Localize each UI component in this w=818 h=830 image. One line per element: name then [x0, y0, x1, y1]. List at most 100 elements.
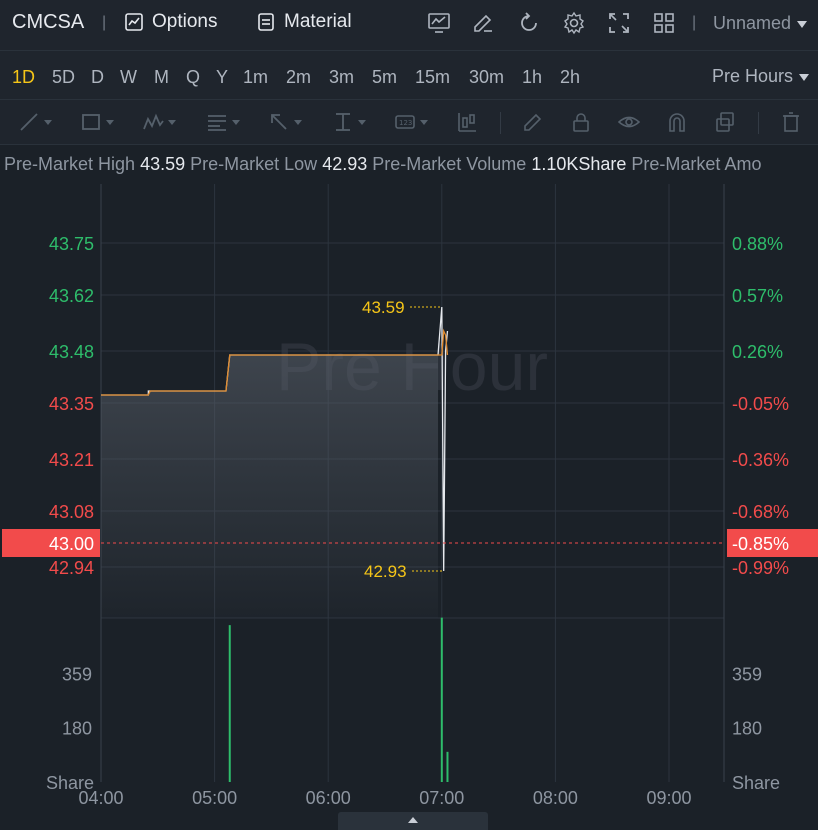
reference-percent-badge	[727, 529, 818, 557]
time-tick-label: 06:00	[306, 788, 351, 808]
material-icon	[258, 13, 274, 31]
divider: |	[102, 14, 107, 31]
volume-unit-label: Share	[46, 773, 94, 793]
reference-price-label: 43.00	[49, 534, 94, 554]
draw-icon[interactable]	[471, 11, 495, 35]
percent-tick-label: -0.68%	[732, 502, 789, 522]
premarket-high-label: Pre-Market High	[4, 154, 136, 174]
session-label: Pre Hours	[712, 66, 794, 86]
price-area-fill	[101, 355, 439, 618]
clone-icon[interactable]	[714, 110, 750, 134]
svg-text:123: 123	[399, 119, 412, 127]
divider	[758, 112, 759, 134]
top-toolbar: CMCSA | Options Material | Unnamed	[0, 0, 818, 51]
interval-30m[interactable]: 30m	[469, 67, 505, 87]
percent-tick-label: 0.57%	[732, 286, 783, 306]
drawing-toolbar: 123	[0, 100, 818, 145]
interval-1h[interactable]: 1h	[522, 67, 543, 87]
reference-percent-label: -0.85%	[732, 534, 789, 554]
options-button[interactable]: Options	[124, 11, 217, 33]
interval-5d[interactable]: 5D	[52, 67, 76, 87]
percent-tick-label: -0.05%	[732, 394, 789, 414]
interval-w[interactable]: W	[120, 67, 137, 87]
pencil-icon[interactable]	[522, 110, 558, 134]
avg-price-line	[101, 328, 449, 396]
interval-1m[interactable]: 1m	[243, 67, 269, 87]
volume-pane: 359 359 180 180 Share Share	[46, 617, 780, 793]
price-tick-label: 43.21	[49, 450, 94, 470]
percent-tick-label: -0.36%	[732, 450, 789, 470]
interval-q[interactable]: Q	[186, 67, 201, 87]
material-button[interactable]: Material	[256, 11, 352, 33]
material-label: Material	[284, 11, 352, 32]
price-lines: 43.59 42.93	[101, 298, 724, 581]
time-tick-label: 04:00	[78, 788, 123, 808]
premarket-amount-label: Pre-Market Amo	[631, 154, 762, 174]
price-tick-label: 43.35	[49, 394, 94, 414]
time-tick-label: 05:00	[192, 788, 237, 808]
divider: |	[692, 14, 697, 31]
interval-2h[interactable]: 2h	[560, 67, 581, 87]
fullscreen-icon[interactable]	[607, 11, 631, 35]
chart-template-icon[interactable]	[427, 11, 451, 35]
pattern-icon[interactable]	[142, 110, 178, 134]
reference-price-badge	[2, 529, 100, 557]
interval-5m[interactable]: 5m	[372, 67, 398, 87]
magnet-icon[interactable]	[666, 110, 702, 134]
arrow-icon[interactable]	[268, 110, 304, 134]
layout-name-dropdown[interactable]: Unnamed	[713, 13, 808, 34]
interval-m[interactable]: M	[154, 67, 169, 87]
interval-1d[interactable]: 1D	[12, 67, 36, 87]
candle-tool-icon[interactable]	[456, 110, 492, 134]
high-marker-label: 43.59	[362, 298, 405, 317]
layout-name: Unnamed	[713, 13, 792, 33]
chevron-down-icon	[799, 73, 810, 81]
options-label: Options	[152, 11, 218, 32]
volume-tick-label: 359	[62, 665, 92, 685]
percent-tick-label: 0.88%	[732, 234, 783, 254]
refresh-icon[interactable]	[517, 11, 541, 35]
premarket-high-value: 43.59	[140, 154, 186, 174]
price-tick-label: 43.75	[49, 234, 94, 254]
percent-tick-label: -0.99%	[732, 558, 789, 578]
text-note-icon[interactable]: 123	[394, 110, 430, 134]
price-area	[101, 355, 439, 618]
interval-bar: 1D 5D D W M Q Y 1m 2m 3m 5m 15m 30m 1h 2…	[0, 51, 818, 100]
measure-icon[interactable]	[332, 110, 368, 134]
interval-2m[interactable]: 2m	[286, 67, 312, 87]
chevron-down-icon	[797, 20, 808, 28]
interval-d[interactable]: D	[91, 67, 104, 87]
low-marker-label: 42.93	[364, 562, 407, 581]
price-tick-label: 42.94	[49, 558, 94, 578]
rectangle-icon[interactable]	[80, 110, 116, 134]
interval-y[interactable]: Y	[216, 67, 229, 87]
fib-icon[interactable]	[206, 110, 242, 134]
time-tick-label: 08:00	[533, 788, 578, 808]
premarket-volume-value: 1.10KShare	[531, 154, 627, 174]
grid-layout-icon[interactable]	[652, 11, 676, 35]
pane-resize-handle[interactable]	[338, 812, 488, 830]
time-tick-label: 07:00	[419, 788, 464, 808]
premarket-low-label: Pre-Market Low	[190, 154, 318, 174]
settings-icon[interactable]	[562, 11, 586, 35]
chevron-up-icon	[408, 817, 418, 823]
options-icon	[125, 13, 143, 31]
premarket-low-value: 42.93	[322, 154, 368, 174]
interval-15m[interactable]: 15m	[415, 67, 451, 87]
ticker-symbol[interactable]: CMCSA	[12, 11, 85, 33]
trash-icon[interactable]	[780, 110, 816, 134]
interval-3m[interactable]: 3m	[329, 67, 355, 87]
volume-unit-label-right: Share	[732, 773, 780, 793]
eye-icon[interactable]	[618, 110, 654, 134]
trend-line-icon[interactable]	[18, 110, 54, 134]
premarket-info-bar: Pre-Market High 43.59 Pre-Market Low 42.…	[0, 145, 818, 183]
time-tick-label: 09:00	[646, 788, 691, 808]
price-tick-label: 43.48	[49, 342, 94, 362]
percent-tick-label: 0.26%	[732, 342, 783, 362]
price-tick-label: 43.08	[49, 502, 94, 522]
chart-axes: 43.75 43.62 43.48 43.35 43.21 43.08 42.94 0.88%…	[2, 234, 818, 808]
session-dropdown[interactable]: Pre Hours	[712, 66, 810, 87]
lock-icon[interactable]	[570, 110, 606, 134]
volume-tick-label-right: 359	[732, 665, 762, 685]
